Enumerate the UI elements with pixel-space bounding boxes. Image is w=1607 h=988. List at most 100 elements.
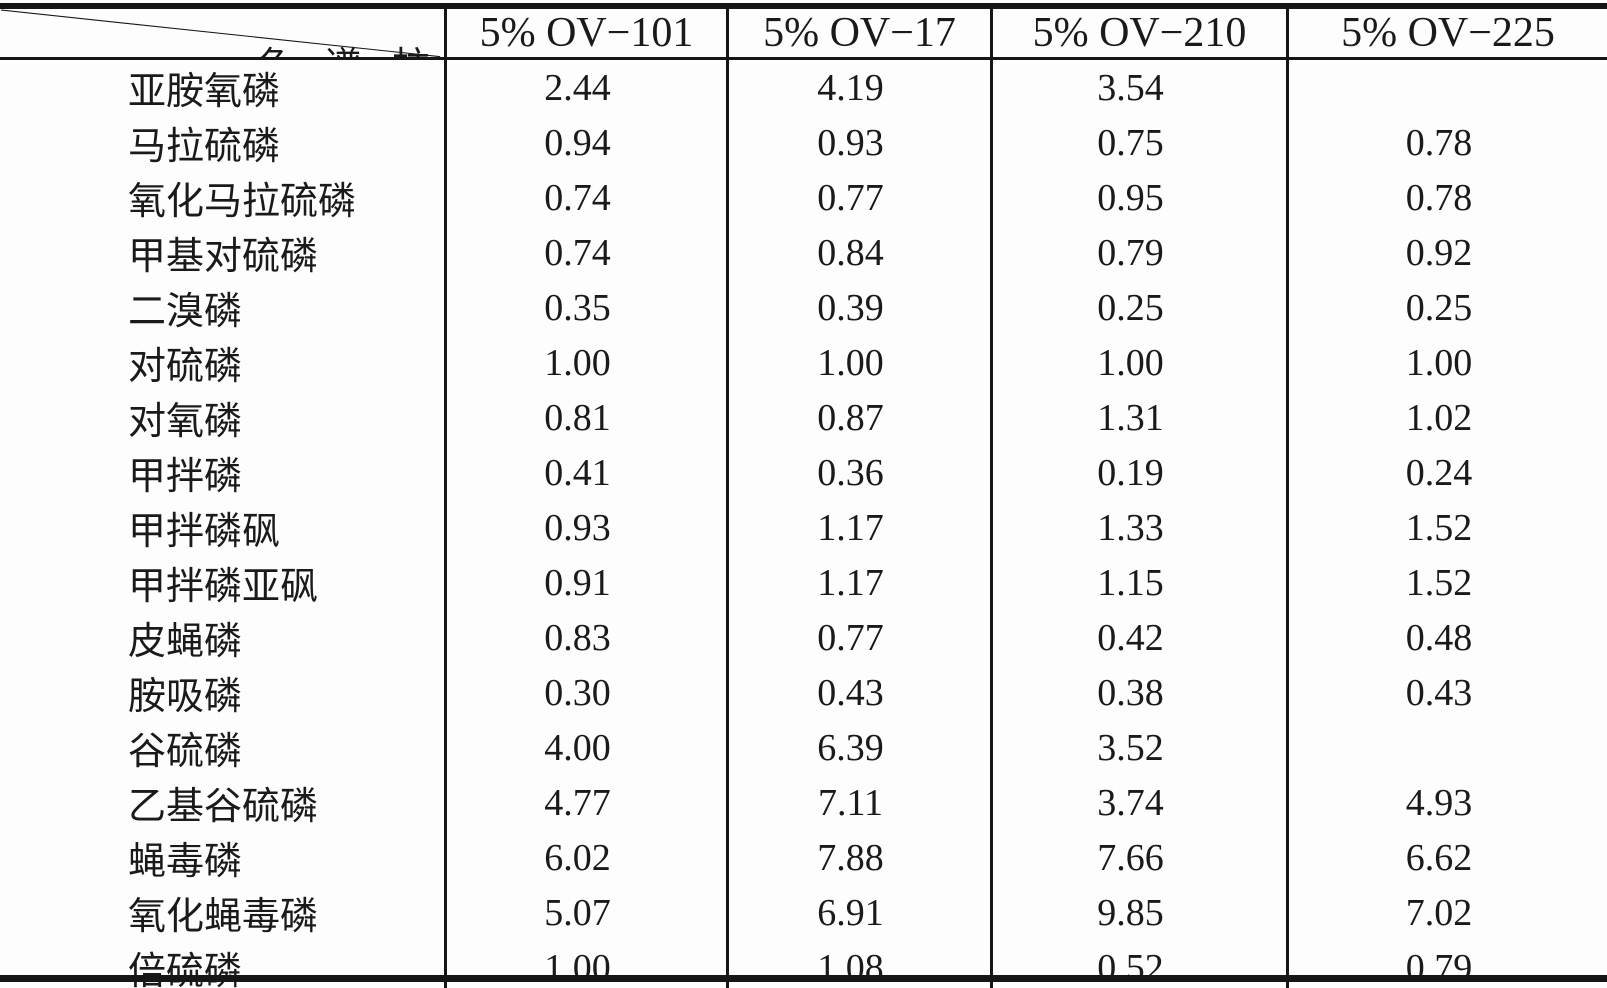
value-ov225-cell: 0.24 <box>1286 445 1607 500</box>
table-top-border <box>0 3 1607 9</box>
value-ov17-cell: 4.19 <box>726 60 990 115</box>
value-ov210-cell: 3.54 <box>990 60 1286 115</box>
value-ov101-cell: 0.93 <box>444 500 726 555</box>
value-ov225-cell: 0.43 <box>1286 665 1607 720</box>
diagonal-line <box>0 9 441 57</box>
value-ov101-cell: 0.35 <box>444 280 726 335</box>
diagonal-header-cell: 色谱柱 农药 <box>0 9 444 57</box>
table-row: 甲拌磷亚砜 0.91 1.17 1.15 1.52 <box>0 555 1607 610</box>
value-ov210-cell: 1.15 <box>990 555 1286 610</box>
pesticide-name-cell: 对氧磷 <box>128 401 243 443</box>
value-ov225-cell: 4.93 <box>1286 775 1607 830</box>
value-ov225-cell <box>1286 720 1607 775</box>
value-ov225-cell: 1.52 <box>1286 500 1607 555</box>
pesticide-name-cell: 氧化马拉硫磷 <box>128 181 357 223</box>
table-row: 蝇毒磷 6.02 7.88 7.66 6.62 <box>0 830 1607 885</box>
value-ov210-cell: 1.31 <box>990 390 1286 445</box>
value-ov17-cell: 1.17 <box>726 500 990 555</box>
value-ov101-cell: 2.44 <box>444 60 726 115</box>
value-ov210-cell: 0.19 <box>990 445 1286 500</box>
value-ov17-cell: 0.77 <box>726 170 990 225</box>
value-ov17-cell: 0.36 <box>726 445 990 500</box>
table-row: 谷硫磷 4.00 6.39 3.52 <box>0 720 1607 775</box>
pesticide-name-cell: 二溴磷 <box>128 291 243 333</box>
value-ov210-cell: 0.42 <box>990 610 1286 665</box>
table-bottom-border <box>0 975 1607 982</box>
value-ov225-cell: 6.62 <box>1286 830 1607 885</box>
value-ov225-cell: 0.48 <box>1286 610 1607 665</box>
value-ov225-cell: 1.52 <box>1286 555 1607 610</box>
value-ov17-cell: 0.93 <box>726 115 990 170</box>
value-ov101-cell: 0.30 <box>444 665 726 720</box>
value-ov101-cell: 0.74 <box>444 225 726 280</box>
pesticide-name-cell: 蝇毒磷 <box>128 841 243 883</box>
table-row: 对硫磷 1.00 1.00 1.00 1.00 <box>0 335 1607 390</box>
table-row: 对氧磷 0.81 0.87 1.31 1.02 <box>0 390 1607 445</box>
table-row: 乙基谷硫磷 4.77 7.11 3.74 4.93 <box>0 775 1607 830</box>
pesticide-name-cell: 马拉硫磷 <box>128 126 281 168</box>
value-ov225-cell: 0.92 <box>1286 225 1607 280</box>
value-ov210-cell: 3.74 <box>990 775 1286 830</box>
table-body: 亚胺氧磷 2.44 4.19 3.54 马拉硫磷 0.94 0.93 0.75 … <box>0 60 1607 988</box>
value-ov17-cell: 1.17 <box>726 555 990 610</box>
value-ov101-cell: 1.00 <box>444 335 726 390</box>
value-ov17-cell: 6.39 <box>726 720 990 775</box>
pesticide-name-cell: 氧化蝇毒磷 <box>128 896 319 938</box>
value-ov101-cell: 5.07 <box>444 885 726 940</box>
pesticide-name-cell: 甲拌磷 <box>128 456 243 498</box>
pesticide-name-cell: 对硫磷 <box>128 346 243 388</box>
table-row: 甲拌磷 0.41 0.36 0.19 0.24 <box>0 445 1607 500</box>
table-row: 氧化马拉硫磷 0.74 0.77 0.95 0.78 <box>0 170 1607 225</box>
value-ov17-cell: 0.43 <box>726 665 990 720</box>
value-ov225-cell: 0.78 <box>1286 170 1607 225</box>
value-ov101-cell: 4.77 <box>444 775 726 830</box>
value-ov101-cell: 0.91 <box>444 555 726 610</box>
value-ov210-cell: 0.25 <box>990 280 1286 335</box>
value-ov17-cell: 7.11 <box>726 775 990 830</box>
retention-ratio-table: 色谱柱 农药 5% OV−101 5% OV−17 5% OV−210 5% O… <box>0 9 1607 988</box>
value-ov225-cell: 1.02 <box>1286 390 1607 445</box>
value-ov101-cell: 0.94 <box>444 115 726 170</box>
value-ov225-cell: 0.25 <box>1286 280 1607 335</box>
pesticide-name-cell: 胺吸磷 <box>128 676 243 718</box>
value-ov225-cell: 7.02 <box>1286 885 1607 940</box>
table-row: 马拉硫磷 0.94 0.93 0.75 0.78 <box>0 115 1607 170</box>
value-ov210-cell: 9.85 <box>990 885 1286 940</box>
column-header-ov210: 5% OV−210 <box>990 9 1286 57</box>
value-ov225-cell: 1.00 <box>1286 335 1607 390</box>
pesticide-name-cell: 甲拌磷砜 <box>128 511 281 553</box>
value-ov101-cell: 4.00 <box>444 720 726 775</box>
table-row: 二溴磷 0.35 0.39 0.25 0.25 <box>0 280 1607 335</box>
value-ov101-cell: 6.02 <box>444 830 726 885</box>
value-ov225-cell: 0.78 <box>1286 115 1607 170</box>
table-row: 皮蝇磷 0.83 0.77 0.42 0.48 <box>0 610 1607 665</box>
pesticide-name-cell: 皮蝇磷 <box>128 621 243 663</box>
value-ov101-cell: 0.83 <box>444 610 726 665</box>
value-ov17-cell: 0.84 <box>726 225 990 280</box>
pesticide-name-cell: 乙基谷硫磷 <box>128 786 319 828</box>
pesticide-name-cell: 甲基对硫磷 <box>128 236 319 278</box>
value-ov210-cell: 0.79 <box>990 225 1286 280</box>
value-ov101-cell: 0.41 <box>444 445 726 500</box>
value-ov210-cell: 1.00 <box>990 335 1286 390</box>
column-header-ov225: 5% OV−225 <box>1286 9 1607 57</box>
value-ov210-cell: 7.66 <box>990 830 1286 885</box>
value-ov210-cell: 0.75 <box>990 115 1286 170</box>
table-row: 甲基对硫磷 0.74 0.84 0.79 0.92 <box>0 225 1607 280</box>
value-ov17-cell: 0.87 <box>726 390 990 445</box>
value-ov17-cell: 1.00 <box>726 335 990 390</box>
value-ov17-cell: 0.77 <box>726 610 990 665</box>
corner-label-chromatography-column: 色谱柱 <box>256 35 444 57</box>
table-row: 甲拌磷砜 0.93 1.17 1.33 1.52 <box>0 500 1607 555</box>
value-ov210-cell: 1.33 <box>990 500 1286 555</box>
value-ov101-cell: 0.81 <box>444 390 726 445</box>
value-ov17-cell: 7.88 <box>726 830 990 885</box>
table-row: 氧化蝇毒磷 5.07 6.91 9.85 7.02 <box>0 885 1607 940</box>
value-ov210-cell: 3.52 <box>990 720 1286 775</box>
value-ov225-cell <box>1286 60 1607 115</box>
table-row: 亚胺氧磷 2.44 4.19 3.54 <box>0 60 1607 115</box>
value-ov210-cell: 0.95 <box>990 170 1286 225</box>
value-ov101-cell: 0.74 <box>444 170 726 225</box>
column-header-ov17: 5% OV−17 <box>726 9 990 57</box>
